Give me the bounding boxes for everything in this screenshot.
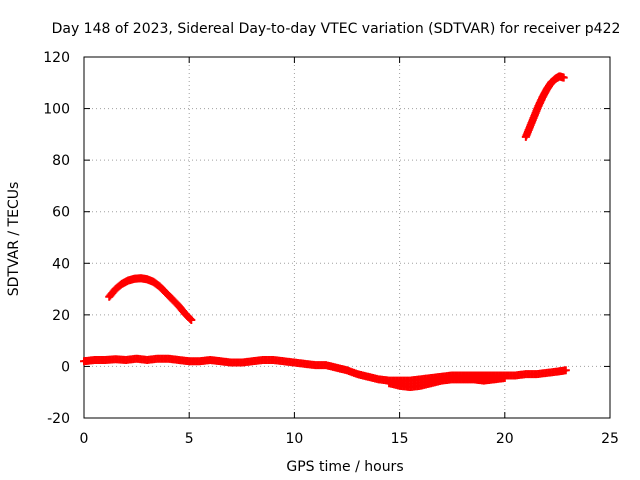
y-tick-label: 120 (43, 50, 70, 66)
data-point-arc-daytime-bump (186, 314, 195, 323)
chart-title: Day 148 of 2023, Sidereal Day-to-day VTE… (52, 21, 621, 37)
grid (84, 57, 610, 418)
plot-frame (83, 56, 611, 419)
y-tick-label: 80 (52, 153, 70, 169)
x-tick-label: 15 (391, 431, 409, 447)
x-tick-label: 25 (601, 431, 619, 447)
data-point-arc-evening-rise (559, 73, 568, 82)
x-tick-label: 5 (185, 431, 194, 447)
y-axis-label: SDTVAR / TECUs (6, 182, 22, 297)
y-tick-label: 100 (43, 102, 70, 118)
y-tick-label: 20 (52, 308, 70, 324)
data-point-arc-daytime-bump (187, 316, 196, 325)
x-tick-label: 10 (285, 431, 303, 447)
y-tick-label: 0 (61, 359, 70, 375)
y-tick-label: 60 (52, 205, 70, 221)
data-point-near-zero-track (561, 366, 570, 375)
axes (83, 56, 611, 419)
y-tick-label: 40 (52, 256, 70, 272)
data-points (80, 72, 570, 392)
x-tick-label: 0 (80, 431, 89, 447)
y-tick-label: -20 (47, 411, 70, 427)
x-tick-label: 20 (496, 431, 514, 447)
data-point-near-zero-lower-branch (500, 374, 509, 383)
ticks: 0 5 10 15 20 25 -20 0 20 40 60 80 100 120 (43, 50, 619, 447)
x-axis-label: GPS time / hours (286, 459, 403, 475)
